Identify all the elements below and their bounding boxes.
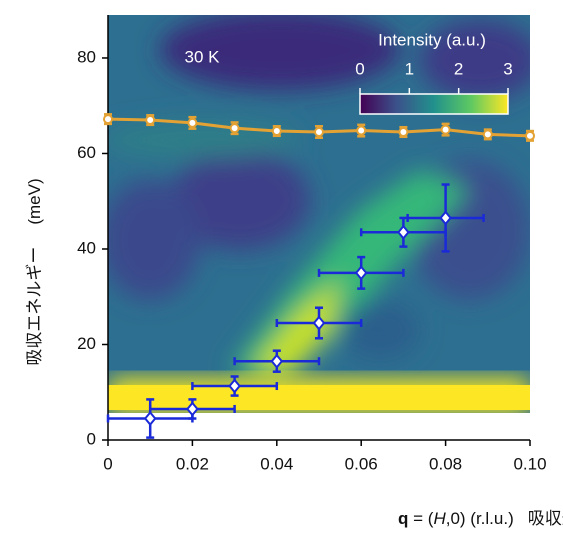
- x-tick-label: 0.10: [513, 454, 546, 473]
- y-tick-label: 0: [87, 429, 96, 448]
- point: [440, 124, 451, 135]
- heatmap: [108, 15, 530, 440]
- point: [145, 115, 156, 126]
- x-label-jp: 吸収運動量: [528, 509, 563, 528]
- x-tick-label: 0.08: [429, 454, 462, 473]
- colorbar-tick-label: 1: [405, 59, 414, 78]
- point: [271, 126, 282, 137]
- point: [270, 353, 284, 369]
- colorbar-label: Intensity (a.u.): [378, 30, 486, 49]
- point: [187, 117, 198, 128]
- point: [186, 401, 199, 417]
- point: [398, 126, 409, 137]
- x-tick-label: 0: [103, 454, 112, 473]
- colorbar-tick-label: 2: [454, 59, 463, 78]
- x-label-part: ,0) (r.l.u.): [446, 509, 514, 528]
- x-tick-label: 0.04: [260, 454, 293, 473]
- y-label-unit: (meV): [25, 178, 44, 224]
- point: [314, 126, 324, 137]
- annotation: 30 K: [185, 47, 221, 66]
- y-tick-label: 60: [77, 143, 96, 162]
- x-label-part: H: [433, 509, 446, 528]
- x-axis-label: q = (H,0) (r.l.u.) 吸収運動量: [398, 509, 563, 528]
- x-tick-label: 0.06: [345, 454, 378, 473]
- colorbar: [359, 93, 509, 115]
- point: [229, 123, 240, 134]
- y-tick-label: 20: [77, 334, 96, 353]
- x-tick-label: 0.02: [176, 454, 209, 473]
- y-axis-label: 吸収エネルギー (meV): [25, 178, 44, 365]
- point: [439, 210, 452, 226]
- y-tick-label: 80: [77, 47, 96, 66]
- point: [356, 125, 367, 136]
- point: [397, 224, 410, 240]
- point: [354, 265, 368, 281]
- y-label-jp: 吸収エネルギー: [25, 247, 44, 366]
- y-tick-label: 40: [77, 238, 96, 257]
- colorbar-tick-label: 0: [355, 59, 364, 78]
- point: [103, 114, 113, 125]
- point: [312, 315, 326, 331]
- x-label-part: = (: [408, 509, 433, 528]
- point: [525, 130, 535, 141]
- point: [482, 129, 493, 140]
- point: [228, 378, 241, 394]
- x-label-part: q: [398, 509, 408, 528]
- point: [143, 410, 157, 427]
- colorbar-tick-label: 3: [503, 59, 512, 78]
